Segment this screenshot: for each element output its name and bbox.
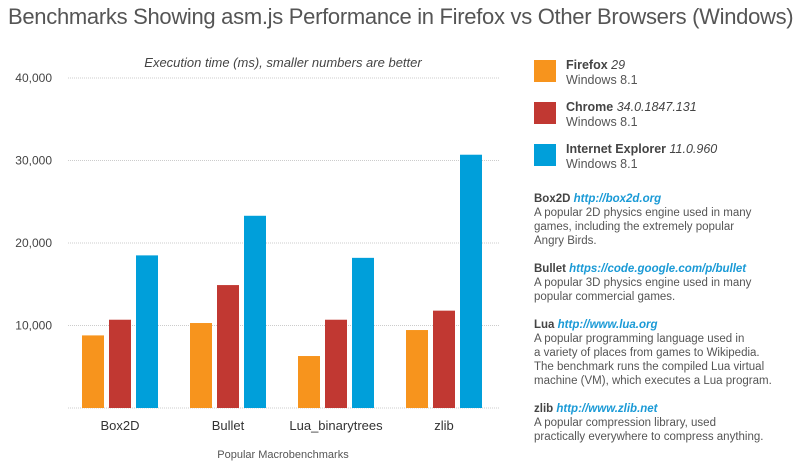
benchmark-link[interactable]: http://www.zlib.net — [556, 403, 658, 415]
legend-version: 34.0.1847.131 — [616, 100, 697, 114]
legend-os: Windows 8.1 — [566, 115, 638, 129]
description-line: A popular 2D physics engine used in many — [534, 207, 752, 219]
legend-version: 29 — [611, 58, 626, 72]
legend-os: Windows 8.1 — [566, 73, 638, 87]
y-tick-label: 40,000 — [15, 71, 52, 85]
legend-swatch — [534, 144, 556, 166]
y-tick-label: 10,000 — [15, 319, 52, 333]
chart-title: Benchmarks Showing asm.js Performance in… — [8, 4, 794, 29]
legend-name: Chrome — [566, 100, 614, 114]
x-tick-label: zlib — [434, 418, 454, 433]
chart-subtitle: Execution time (ms), smaller numbers are… — [144, 55, 422, 70]
legend-name: Internet Explorer — [566, 142, 667, 156]
legend-version: 11.0.960 — [669, 142, 718, 156]
bar-chrome-bullet — [217, 285, 239, 408]
bar-firefox-bullet — [190, 323, 212, 408]
bar-chrome-box2d — [109, 319, 131, 408]
x-tick-label: Box2D — [100, 418, 139, 433]
bar-firefox-box2d — [82, 335, 104, 408]
bar-internet-explorer-box2d — [136, 255, 158, 408]
x-tick-label: Lua_binarytrees — [289, 418, 383, 433]
legend-os: Windows 8.1 — [566, 157, 638, 171]
benchmark-name: Box2D — [534, 193, 571, 205]
bar-firefox-lua_binarytrees — [298, 356, 320, 408]
benchmark-link[interactable]: https://code.google.com/p/bullet — [569, 263, 747, 275]
y-tick-label: 30,000 — [15, 154, 52, 168]
description-line: The benchmark runs the compiled Lua virt… — [534, 361, 765, 373]
y-tick-label: 20,000 — [15, 236, 52, 250]
description-line: A popular compression library, used — [534, 417, 716, 429]
description-line: A popular 3D physics engine used in many — [534, 277, 752, 289]
bar-firefox-zlib — [406, 330, 428, 408]
description-line: a variety of places from games to Wikipe… — [534, 347, 760, 359]
description-line: Angry Birds. — [534, 235, 597, 247]
description-line: machine (VM), which executes a Lua progr… — [534, 375, 772, 387]
bar-chrome-lua_binarytrees — [325, 319, 347, 408]
benchmark-link[interactable]: http://www.lua.org — [557, 319, 658, 331]
description-line: games, including the extremely popular — [534, 221, 735, 233]
legend-name: Firefox — [566, 58, 608, 72]
description-line: A popular programming language used in — [534, 333, 745, 345]
benchmark-name: zlib — [534, 403, 554, 415]
bar-chrome-zlib — [433, 310, 455, 408]
benchmark-description: Bullet https://code.google.com/p/bullet A… — [534, 262, 751, 304]
benchmark-name: Bullet — [534, 263, 566, 275]
legend-swatch — [534, 102, 556, 124]
description-line: practically everywhere to compress anyth… — [534, 431, 764, 443]
legend-swatch — [534, 60, 556, 82]
benchmark-description: Box2D http://box2d.org A popular 2D physi… — [534, 192, 751, 248]
bar-internet-explorer-bullet — [244, 215, 266, 408]
description-line: popular commercial games. — [534, 291, 676, 303]
benchmark-description: zlib http://www.zlib.net A popular compre… — [534, 402, 763, 444]
bar-chart: Execution time (ms), smaller numbers are… — [15, 55, 500, 461]
benchmark-name: Lua — [534, 319, 555, 331]
x-axis-label: Popular Macrobenchmarks — [217, 449, 349, 461]
x-tick-label: Bullet — [212, 418, 245, 433]
bar-internet-explorer-lua_binarytrees — [352, 257, 374, 408]
bar-internet-explorer-zlib — [460, 154, 482, 408]
benchmark-link[interactable]: http://box2d.org — [573, 193, 662, 205]
benchmark-description: Lua http://www.lua.org A popular programm… — [534, 318, 772, 388]
